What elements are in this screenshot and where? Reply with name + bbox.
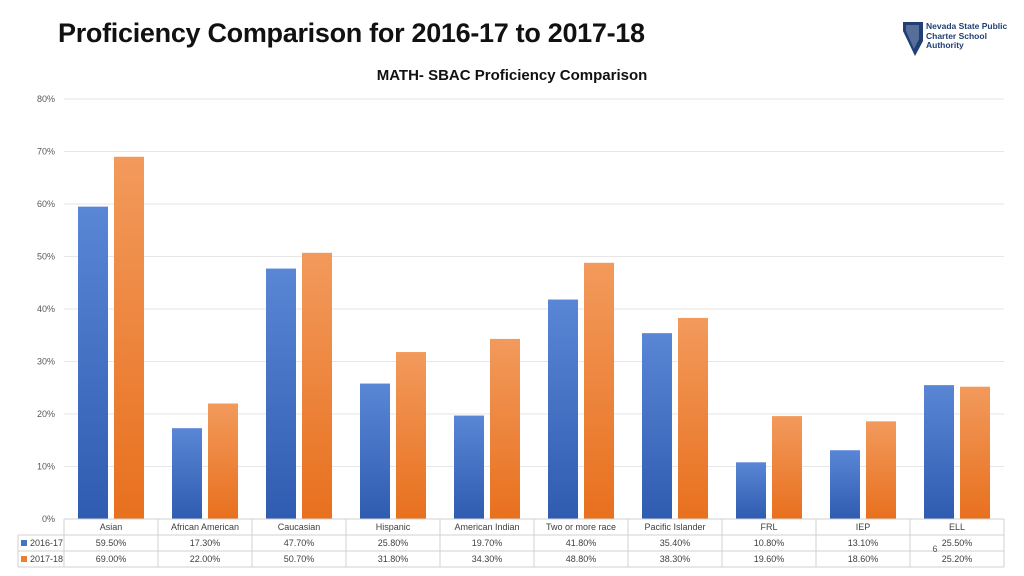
- data-label: 69.00%: [96, 554, 127, 564]
- bar-1-3: [396, 352, 426, 519]
- category-label: Hispanic: [376, 522, 411, 532]
- category-label: African American: [171, 522, 239, 532]
- data-label: 35.40%: [660, 538, 691, 548]
- y-tick-label: 20%: [37, 409, 55, 419]
- logo-line: Nevada State Public: [926, 21, 1008, 31]
- y-tick-label: 70%: [37, 147, 55, 157]
- bar-1-4: [490, 338, 520, 519]
- data-label: 59.50%: [96, 538, 127, 548]
- data-label: 41.80%: [566, 538, 597, 548]
- data-label: 19.60%: [754, 554, 785, 564]
- y-tick-label: 40%: [37, 304, 55, 314]
- data-label: 47.70%: [284, 538, 315, 548]
- data-label: 48.80%: [566, 554, 597, 564]
- y-tick-label: 60%: [37, 199, 55, 209]
- bar-1-6: [678, 317, 708, 519]
- bar-0-9: [924, 385, 954, 519]
- category-label: Asian: [100, 522, 123, 532]
- y-tick-label: 30%: [37, 357, 55, 367]
- page-number: 6: [932, 544, 937, 554]
- category-label: Caucasian: [278, 522, 321, 532]
- category-label: American Indian: [454, 522, 519, 532]
- category-label: IEP: [856, 522, 871, 532]
- bar-1-1: [208, 403, 238, 519]
- bar-1-9: [960, 386, 990, 519]
- bar-0-0: [78, 206, 108, 519]
- legend-swatch: [21, 540, 27, 546]
- nspcsa-logo: Nevada State Public Charter School Autho…: [902, 21, 1014, 59]
- nevada-state-icon: [903, 22, 923, 56]
- logo-line: Charter School: [926, 30, 987, 41]
- bar-1-7: [772, 416, 802, 519]
- data-label: 19.70%: [472, 538, 503, 548]
- y-tick-label: 0%: [42, 514, 55, 524]
- logo-line: Authority: [926, 40, 964, 50]
- category-label: FRL: [760, 522, 777, 532]
- category-label: Pacific Islander: [644, 522, 705, 532]
- bar-1-5: [584, 262, 614, 519]
- data-label: 38.30%: [660, 554, 691, 564]
- series-name: 2016-17: [30, 538, 63, 548]
- data-label: 25.80%: [378, 538, 409, 548]
- bar-0-3: [360, 383, 390, 519]
- data-label: 13.10%: [848, 538, 879, 548]
- series-name: 2017-18: [30, 554, 63, 564]
- slide-title: Proficiency Comparison for 2016-17 to 20…: [58, 18, 645, 48]
- data-label: 50.70%: [284, 554, 315, 564]
- data-label: 22.00%: [190, 554, 221, 564]
- category-label: Two or more race: [546, 522, 616, 532]
- bar-1-2: [302, 252, 332, 519]
- data-label: 34.30%: [472, 554, 503, 564]
- data-label: 10.80%: [754, 538, 785, 548]
- y-tick-label: 50%: [37, 252, 55, 262]
- logo-text: Nevada State Public Charter School Autho…: [926, 21, 1016, 51]
- data-label: 25.50%: [942, 538, 973, 548]
- bar-0-8: [830, 450, 860, 519]
- y-tick-label: 80%: [37, 94, 55, 104]
- data-label: 18.60%: [848, 554, 879, 564]
- data-label: 17.30%: [190, 538, 221, 548]
- bar-0-7: [736, 462, 766, 519]
- bar-0-5: [548, 299, 578, 519]
- chart-title: MATH- SBAC Proficiency Comparison: [376, 67, 648, 84]
- bar-0-4: [454, 415, 484, 519]
- bar-1-0: [114, 156, 144, 519]
- y-tick-label: 10%: [37, 462, 55, 472]
- legend-swatch: [21, 556, 27, 562]
- bar-0-1: [172, 428, 202, 519]
- bar-0-2: [266, 268, 296, 519]
- data-label: 25.20%: [942, 554, 973, 564]
- category-label: ELL: [949, 522, 965, 532]
- data-label: 31.80%: [378, 554, 409, 564]
- bar-1-8: [866, 421, 896, 519]
- bar-0-6: [642, 333, 672, 519]
